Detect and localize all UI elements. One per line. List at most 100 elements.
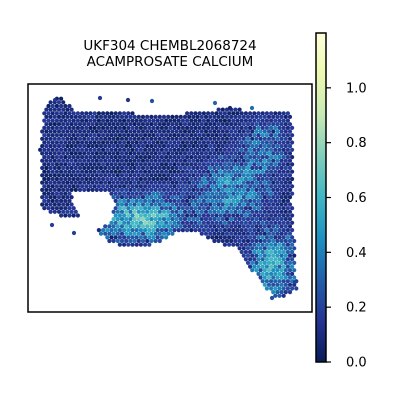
spot bbox=[122, 118, 127, 123]
spot bbox=[203, 231, 209, 236]
spot bbox=[193, 147, 198, 152]
spot bbox=[216, 180, 221, 185]
spot bbox=[63, 213, 68, 218]
spot bbox=[117, 111, 122, 116]
spot bbox=[124, 224, 129, 229]
spot bbox=[279, 122, 284, 127]
spot bbox=[218, 228, 223, 233]
spot bbox=[287, 129, 293, 134]
spot bbox=[113, 147, 118, 152]
spot bbox=[50, 140, 55, 145]
spot bbox=[56, 158, 62, 163]
spot bbox=[174, 217, 179, 222]
spot bbox=[254, 129, 259, 134]
spot bbox=[193, 133, 198, 138]
spot bbox=[140, 144, 146, 149]
spot bbox=[134, 118, 139, 123]
spot bbox=[193, 111, 198, 116]
spot bbox=[103, 173, 108, 178]
spot bbox=[149, 158, 154, 163]
spot bbox=[201, 213, 206, 218]
spot bbox=[210, 235, 215, 240]
spot bbox=[119, 136, 125, 141]
spot bbox=[290, 242, 295, 247]
spot bbox=[187, 158, 192, 163]
spot bbox=[245, 224, 251, 229]
spot bbox=[273, 147, 278, 152]
spot bbox=[117, 176, 122, 182]
spot bbox=[174, 144, 179, 149]
spot bbox=[277, 206, 282, 211]
spot bbox=[214, 140, 219, 145]
spot bbox=[241, 158, 246, 163]
spot bbox=[283, 202, 288, 207]
spot bbox=[218, 169, 223, 174]
spot bbox=[84, 169, 89, 174]
spot bbox=[256, 191, 261, 196]
spot bbox=[224, 151, 230, 156]
spot bbox=[283, 231, 288, 236]
spot bbox=[281, 147, 286, 152]
spot bbox=[206, 118, 211, 123]
spot bbox=[279, 290, 284, 295]
spot bbox=[250, 122, 255, 127]
spot bbox=[264, 125, 269, 130]
spot bbox=[260, 111, 265, 116]
spot bbox=[54, 103, 60, 109]
spot bbox=[222, 213, 227, 218]
spot bbox=[275, 202, 280, 207]
spot bbox=[138, 176, 143, 182]
spot bbox=[250, 209, 255, 214]
spot bbox=[182, 209, 188, 214]
spot bbox=[117, 206, 122, 211]
spot bbox=[155, 176, 160, 182]
spot bbox=[252, 264, 257, 269]
spot bbox=[115, 209, 120, 214]
spot bbox=[61, 209, 66, 214]
spot bbox=[105, 125, 110, 130]
spot bbox=[260, 133, 265, 138]
spot bbox=[281, 228, 286, 233]
spot bbox=[214, 213, 219, 218]
spot bbox=[140, 114, 146, 119]
spot bbox=[122, 111, 127, 116]
spot bbox=[65, 107, 70, 112]
spot bbox=[283, 246, 288, 251]
spot bbox=[241, 209, 246, 214]
spot bbox=[193, 198, 198, 203]
spot bbox=[182, 202, 188, 207]
spot bbox=[180, 213, 185, 218]
spot bbox=[147, 228, 152, 233]
spot bbox=[281, 140, 286, 145]
spot bbox=[258, 136, 263, 141]
spot bbox=[220, 209, 225, 214]
spot bbox=[191, 122, 196, 127]
spot bbox=[269, 295, 275, 301]
spot bbox=[277, 133, 282, 138]
spot bbox=[214, 176, 219, 182]
spot bbox=[271, 202, 276, 207]
spot bbox=[199, 187, 204, 192]
spot bbox=[195, 180, 200, 185]
spot bbox=[189, 111, 194, 116]
spot bbox=[203, 187, 209, 192]
spot bbox=[266, 158, 272, 163]
spot bbox=[254, 217, 259, 222]
spot bbox=[159, 220, 164, 225]
spot bbox=[287, 253, 293, 258]
spot bbox=[208, 122, 213, 127]
spot bbox=[245, 158, 251, 163]
spot bbox=[285, 228, 290, 233]
spot bbox=[266, 180, 272, 185]
spot bbox=[134, 220, 139, 225]
spot bbox=[248, 220, 253, 225]
spot bbox=[143, 184, 148, 189]
spot bbox=[203, 209, 209, 214]
spot bbox=[231, 213, 236, 218]
spot bbox=[243, 140, 248, 145]
spot bbox=[241, 144, 246, 149]
spot bbox=[235, 198, 240, 203]
spot bbox=[222, 198, 227, 203]
spot bbox=[56, 173, 62, 178]
spot bbox=[145, 195, 150, 200]
